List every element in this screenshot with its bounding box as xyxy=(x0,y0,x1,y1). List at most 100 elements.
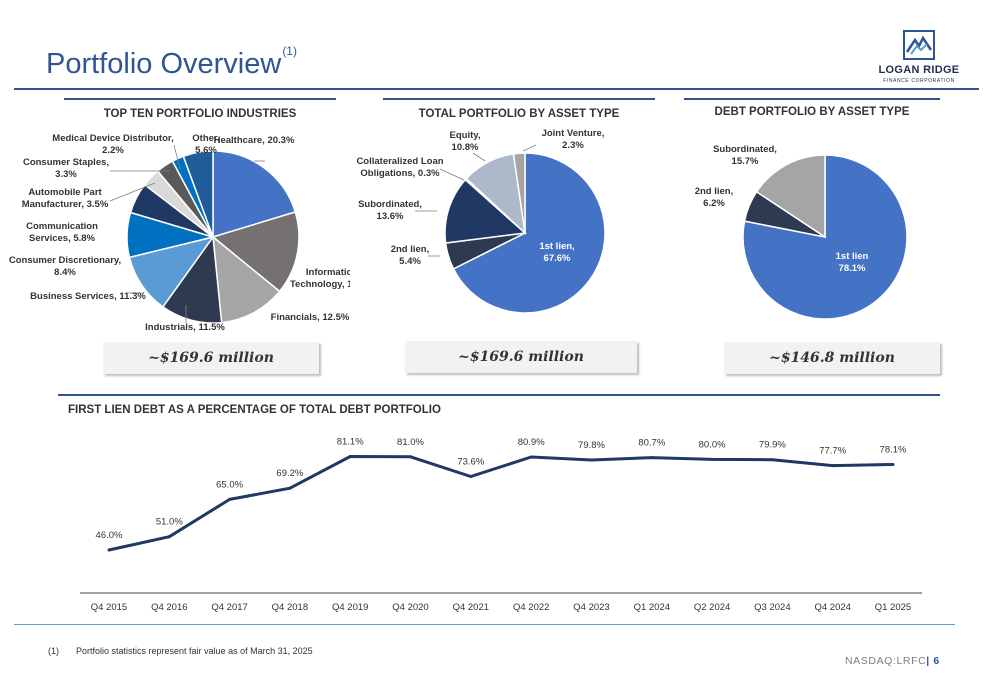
x-tick-label-5: Q4 2020 xyxy=(392,602,428,613)
industries-label-8: Consumer Staples, 3.3% xyxy=(23,157,109,180)
first-lien-data-label-13: 78.1% xyxy=(880,445,907,456)
x-tick-label-12: Q4 2024 xyxy=(814,602,850,613)
asset-leader-5 xyxy=(522,144,537,152)
asset-label-2: Subordinated, 13.6% xyxy=(358,199,422,222)
first-lien-point-13 xyxy=(891,463,895,466)
first-lien-data-label-1: 51.0% xyxy=(156,517,183,528)
first-lien-point-7 xyxy=(529,455,533,459)
first-lien-data-label-11: 79.9% xyxy=(759,440,786,451)
x-tick-label-8: Q4 2023 xyxy=(573,602,609,613)
asset-label-4: Equity, 10.8% xyxy=(450,130,481,153)
first-lien-data-label-12: 77.7% xyxy=(819,446,846,457)
logo-name: LOGAN RIDGE xyxy=(878,64,960,76)
x-tick-label-11: Q3 2024 xyxy=(754,602,790,613)
asset-leader-4 xyxy=(472,152,486,162)
first-lien-data-label-2: 65.0% xyxy=(216,479,243,490)
industries-label-9: Medical Device Distributor, 2.2% xyxy=(52,133,173,156)
asset-slice-2 xyxy=(444,178,527,244)
asset-label-1: 2nd lien, 5.4% xyxy=(391,244,430,267)
asset-total: ~$169.6 million xyxy=(405,341,637,373)
first-lien-data-label-3: 69.2% xyxy=(276,468,303,479)
asset-label-0: 1st lien, 67.6% xyxy=(539,241,574,264)
first-lien-data-label-10: 80.0% xyxy=(699,439,726,450)
debt-label-1: 2nd lien, 6.2% xyxy=(695,186,734,209)
industries-label-10: Other, 5.6% xyxy=(192,133,219,156)
x-tick-label-3: Q4 2018 xyxy=(272,602,308,613)
industries-label-3: Industrials, 11.5% xyxy=(145,322,225,333)
first-lien-point-11 xyxy=(770,458,774,462)
industries-total: ~$169.6 million xyxy=(103,342,319,374)
x-tick-label-4: Q4 2019 xyxy=(332,602,368,613)
x-tick-label-2: Q4 2017 xyxy=(211,602,247,613)
industries-label-4: Business Services, 11.3% xyxy=(30,291,146,302)
footer-rule xyxy=(14,624,955,625)
mountain-logo-icon xyxy=(903,30,935,60)
first-lien-data-label-4: 81.1% xyxy=(337,437,364,448)
first-lien-point-12 xyxy=(831,464,835,468)
debt-label-0: 1st lien 78.1% xyxy=(836,251,869,274)
line-chart-title: FIRST LIEN DEBT AS A PERCENTAGE OF TOTAL… xyxy=(68,404,441,416)
x-tick-label-10: Q2 2024 xyxy=(694,602,730,613)
first-lien-point-3 xyxy=(288,486,292,490)
first-lien-data-label-9: 80.7% xyxy=(638,438,665,449)
asset-leader-3 xyxy=(439,168,465,181)
title-rule xyxy=(14,88,979,90)
asset-label-3: Collateralized Loan Obligations, 0.3% xyxy=(356,156,443,179)
first-lien-data-label-6: 73.6% xyxy=(457,457,484,468)
first-lien-point-1 xyxy=(167,535,171,539)
industries-label-5: Consumer Discretionary, 8.4% xyxy=(9,255,121,278)
footnote-text: Portfolio statistics represent fair valu… xyxy=(76,646,313,656)
industries-slice-2 xyxy=(212,235,281,324)
industries-slice-10 xyxy=(182,150,214,238)
debt-rule xyxy=(684,98,940,100)
industries-label-1: InformationTechnology, 15.6% xyxy=(290,267,350,290)
industries-slice-1 xyxy=(211,211,300,293)
first-lien-data-label-8: 79.8% xyxy=(578,440,605,451)
debt-title: DEBT PORTFOLIO BY ASSET TYPE xyxy=(714,106,910,118)
first-lien-point-0 xyxy=(107,548,111,552)
first-lien-point-4 xyxy=(348,455,352,458)
page-number: 6 xyxy=(933,655,940,667)
asset-label-5: Joint Venture, 2.3% xyxy=(542,128,605,151)
x-tick-label-13: Q1 2025 xyxy=(875,602,911,613)
industries-pie-chart: Healthcare, 20.3% InformationTechnology, … xyxy=(9,133,350,333)
page-title: Portfolio Overview(1) xyxy=(46,44,297,80)
industries-label-7: Automobile Part Manufacturer, 3.5% xyxy=(22,187,109,210)
industries-slice-3 xyxy=(161,234,223,324)
industries-slice-0 xyxy=(212,150,297,239)
footer-separator: | xyxy=(926,655,930,667)
industries-label-6: Communication Services, 5.8% xyxy=(26,221,98,244)
logo-subtitle: FINANCE CORPORATION xyxy=(883,78,955,84)
industries-leader-7 xyxy=(109,182,156,202)
asset-title: TOTAL PORTFOLIO BY ASSET TYPE xyxy=(418,108,620,120)
line-chart-rule xyxy=(58,394,940,396)
ticker: NASDAQ:LRFC xyxy=(845,655,927,667)
asset-pie-chart: 1st lien, 67.6% 2nd lien, 5.4% Subordinated,… xyxy=(356,128,606,314)
asset-slice-5 xyxy=(512,152,526,234)
x-tick-label-0: Q4 2015 xyxy=(91,602,127,613)
first-lien-data-label-0: 46.0% xyxy=(96,530,123,541)
industries-label-0: Healthcare, 20.3% xyxy=(214,135,295,146)
industries-title: TOP TEN PORTFOLIO INDUSTRIES xyxy=(103,108,297,120)
debt-slice-2 xyxy=(755,154,826,239)
industries-leader-9 xyxy=(173,144,181,170)
industries-rule xyxy=(64,98,336,100)
industries-label-2: Financials, 12.5% xyxy=(271,312,350,323)
x-tick-label-7: Q4 2022 xyxy=(513,602,549,613)
debt-label-2: Subordinated, 15.7% xyxy=(713,144,777,167)
asset-slice-0 xyxy=(452,152,606,314)
first-lien-point-6 xyxy=(469,475,473,478)
company-logo: LOGAN RIDGE FINANCE CORPORATION xyxy=(873,30,963,88)
debt-slice-0 xyxy=(742,154,908,320)
first-lien-point-10 xyxy=(710,457,714,461)
first-lien-point-5 xyxy=(409,455,412,459)
ticker-page-footer: NASDAQ:LRFC| 6 xyxy=(845,655,940,667)
title-footnote-ref: (1) xyxy=(282,44,297,58)
x-tick-label-9: Q1 2024 xyxy=(634,602,670,613)
asset-rule xyxy=(383,98,655,100)
first-lien-point-8 xyxy=(590,458,593,462)
debt-total: ~$146.8 million xyxy=(724,342,940,374)
x-tick-label-6: Q4 2021 xyxy=(453,602,489,613)
footnote-number: (1) xyxy=(48,646,59,656)
first-lien-series-line xyxy=(108,455,894,552)
